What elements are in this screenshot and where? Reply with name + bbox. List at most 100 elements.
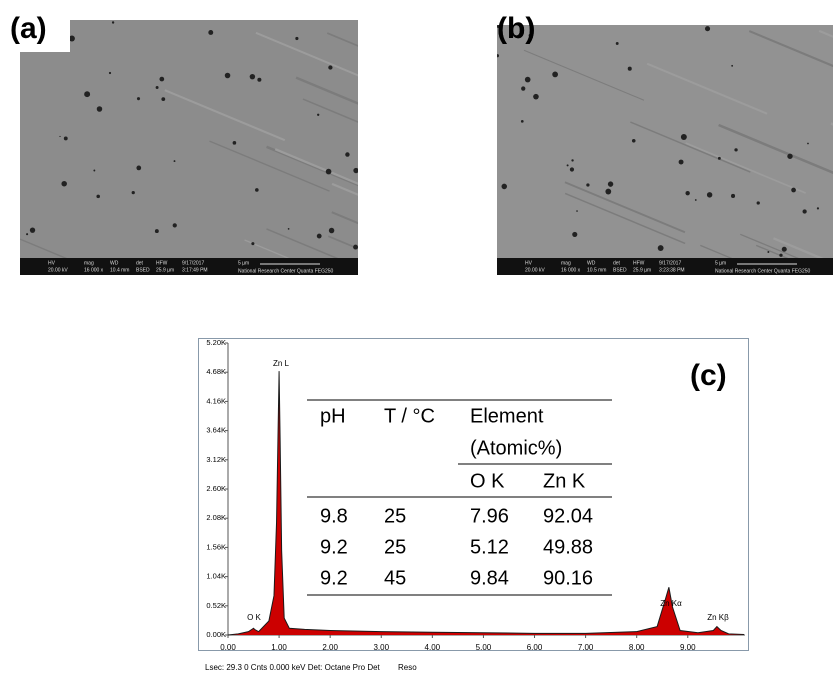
pit — [496, 24, 500, 29]
info-text: 25.9 µm — [633, 267, 651, 273]
pit — [528, 33, 533, 38]
sem-image-a — [20, 20, 358, 258]
scratch — [564, 181, 686, 234]
x-tick-label: 5.00 — [476, 643, 492, 652]
y-tick-label: 0.52K — [206, 601, 226, 610]
footer: Reso — [398, 663, 417, 672]
scratch — [255, 31, 377, 84]
pit — [680, 134, 687, 140]
pit — [694, 199, 697, 201]
info-text: 3:17:49 PM — [182, 267, 208, 273]
pit — [208, 30, 214, 35]
info-text: WD — [110, 260, 119, 266]
pit — [295, 36, 299, 41]
pit — [520, 119, 524, 123]
x-tick-label: 0.00 — [220, 643, 236, 652]
scratch — [209, 140, 330, 192]
pit — [325, 168, 332, 175]
pit — [731, 64, 734, 67]
pit — [287, 227, 290, 230]
pit — [501, 183, 508, 190]
peak-label: Zn Kα — [660, 599, 682, 608]
y-tick-label: 3.64K — [206, 426, 226, 435]
pit — [717, 156, 721, 160]
pit — [802, 209, 807, 214]
info-text: 25.9 µm — [156, 267, 174, 273]
pit — [61, 180, 67, 187]
x-tick-label: 6.00 — [527, 643, 543, 652]
table-cell: 9.8 — [320, 505, 348, 527]
pit — [734, 148, 738, 152]
pit — [255, 188, 259, 192]
pit — [569, 167, 575, 172]
table-cell: 7.96 — [470, 505, 509, 527]
pit — [685, 190, 690, 196]
y-tick-label: 3.12K — [206, 455, 226, 464]
pit — [26, 233, 29, 236]
table-header: T / °C — [384, 405, 435, 427]
info-text: 20.00 kV — [48, 267, 68, 273]
mask — [358, 0, 497, 280]
x-tick-label: 2.00 — [322, 643, 338, 652]
pit — [111, 21, 115, 24]
pit — [566, 164, 569, 167]
mask — [0, 0, 20, 280]
pit — [251, 242, 255, 246]
scratch — [630, 121, 751, 173]
pit — [678, 159, 684, 165]
pit — [345, 152, 350, 157]
table-header: pH — [320, 405, 346, 427]
table-header: Zn K — [543, 470, 586, 492]
pit — [615, 42, 619, 45]
pit — [731, 193, 736, 198]
y-tick-label: 1.56K — [206, 542, 226, 551]
info-text: 9/17/2017 — [182, 260, 204, 266]
scratch — [564, 192, 686, 245]
pit — [224, 72, 231, 79]
info-text: HV — [48, 260, 56, 266]
panel-label: (c) — [690, 359, 727, 392]
scratch — [718, 123, 833, 175]
y-tick-label: 2.60K — [206, 484, 226, 493]
pit — [779, 253, 783, 257]
pit — [353, 167, 359, 174]
pit — [257, 77, 262, 82]
y-tick-label: 4.16K — [206, 396, 226, 405]
table-cell: 9.2 — [320, 536, 348, 558]
scratch — [646, 62, 768, 115]
pit — [108, 71, 112, 75]
pit — [533, 93, 539, 100]
info-text: 5 µm — [238, 260, 249, 266]
y-tick-label: 0.00K — [206, 630, 226, 639]
mask — [358, 0, 833, 25]
info-text: 10.5 mm — [587, 267, 606, 273]
info-text: National Research Center Quanta FEG250 — [238, 268, 334, 274]
table-cell: 25 — [384, 536, 406, 558]
pit — [353, 244, 358, 250]
x-tick-label: 8.00 — [629, 643, 645, 652]
scratch — [523, 49, 645, 101]
y-tick-label: 1.04K — [206, 572, 226, 581]
info-text: 5 µm — [715, 260, 726, 266]
pit — [328, 227, 335, 234]
pit — [136, 97, 141, 101]
info-text: BSED — [136, 267, 150, 273]
pit — [756, 201, 760, 205]
info-bar — [20, 258, 358, 275]
pit — [657, 245, 664, 251]
table-cell: 92.04 — [543, 505, 593, 527]
info-text: 20.00 kV — [525, 267, 545, 273]
pit — [781, 246, 787, 252]
table-cell: 9.84 — [470, 567, 509, 589]
table-cell: 5.12 — [470, 536, 509, 558]
pit — [576, 210, 578, 212]
pit — [68, 35, 75, 42]
peak-label: Zn Kβ — [707, 613, 729, 622]
pit — [807, 142, 809, 145]
pit — [159, 76, 165, 82]
label-box-a — [4, 6, 70, 52]
pit — [521, 86, 526, 91]
y-tick-label: 2.08K — [206, 513, 226, 522]
table-cell: 25 — [384, 505, 406, 527]
pit — [96, 106, 103, 112]
